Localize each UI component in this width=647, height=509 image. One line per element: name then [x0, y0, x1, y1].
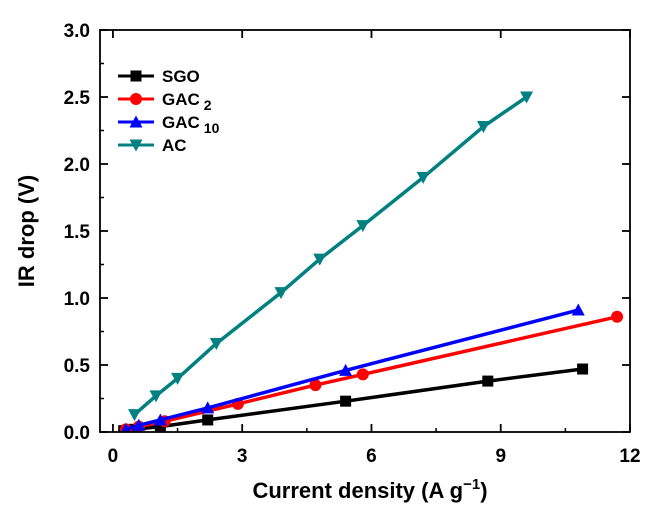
y-tick-label-1: 0.5 [64, 356, 91, 377]
legend-label-name-ac: AC [162, 136, 187, 155]
x-tick-label-3: 9 [495, 446, 506, 467]
x-tick-label-2: 6 [366, 446, 377, 467]
legend-label-subscript-gac2: 2 [204, 97, 212, 113]
data-point-sgo-2 [154, 421, 166, 432]
x-axis-title-main: Current density (A g [252, 478, 463, 503]
data-point-gac10-2 [153, 413, 167, 426]
series-line-ac [133, 95, 528, 416]
data-point-ac-4 [274, 287, 288, 300]
x-tick-label-0: 0 [108, 446, 119, 467]
axis-labels: Current density (A g−1) IR drop (V) [14, 175, 488, 503]
data-point-ac-8 [476, 120, 490, 133]
legend-label-sgo: SGO [162, 67, 200, 86]
x-tick-label-4: 12 [619, 446, 640, 467]
data-point-ac-2 [171, 372, 185, 385]
data-point-sgo-3 [202, 414, 214, 426]
data-point-gac2-5 [356, 368, 369, 381]
legend-label-name-sgo: SGO [162, 67, 200, 86]
legend-label-name-gac2: GAC [162, 90, 200, 109]
data-point-ac-5 [313, 253, 327, 266]
legend-marker-sgo [130, 70, 142, 82]
legend-label-gac2: GAC 2 [162, 90, 212, 113]
plot-area [118, 91, 624, 432]
legend-label-subscript-gac10: 10 [204, 120, 220, 136]
data-point-gac10-0 [120, 422, 131, 432]
data-point-gac2-6 [611, 310, 624, 323]
x-axis-title-suffix: ) [480, 478, 487, 503]
data-point-sgo-5 [482, 375, 494, 387]
data-point-ac-9 [520, 91, 534, 104]
data-point-gac10-3 [201, 401, 215, 414]
data-point-ac-1 [149, 390, 163, 403]
legend-label-ac: AC [162, 136, 187, 155]
x-axis-title-superscript: −1 [463, 476, 480, 493]
data-point-ac-6 [356, 220, 370, 233]
data-point-gac10-4 [339, 363, 353, 376]
x-axis-title: Current density (A g−1) [252, 476, 487, 503]
series-line-gac10 [125, 308, 579, 431]
y-tick-label-5: 2.5 [64, 88, 91, 109]
data-point-ac-7 [416, 171, 430, 184]
legend-marker-ac [129, 139, 143, 152]
y-tick-label-3: 1.5 [64, 222, 91, 243]
y-tick-label-2: 1.0 [64, 289, 90, 310]
axis-ticks: 0 3 6 9 12 0.0 0.5 1.0 1.5 2.0 2.5 3.0 [64, 21, 641, 467]
data-point-sgo-6 [577, 363, 589, 375]
data-point-sgo-4 [340, 395, 352, 407]
data-point-gac10-5 [571, 303, 585, 316]
y-tick-label-0: 0.0 [64, 423, 90, 444]
legend-marker-gac2 [130, 93, 142, 105]
y-tick-label-6: 3.0 [64, 21, 90, 42]
y-axis-title: IR drop (V) [14, 175, 39, 287]
legend-label-gac10: GAC 10 [162, 113, 220, 136]
x-tick-label-1: 3 [237, 446, 248, 467]
data-point-ac-3 [209, 338, 223, 351]
data-point-gac2-4 [309, 379, 322, 392]
legend-label-name-gac10: GAC [162, 113, 200, 132]
legend-marker-gac10 [129, 115, 143, 128]
data-point-gac10-1 [132, 418, 146, 431]
data-point-ac-0 [127, 409, 141, 422]
y-tick-label-4: 2.0 [64, 155, 90, 176]
